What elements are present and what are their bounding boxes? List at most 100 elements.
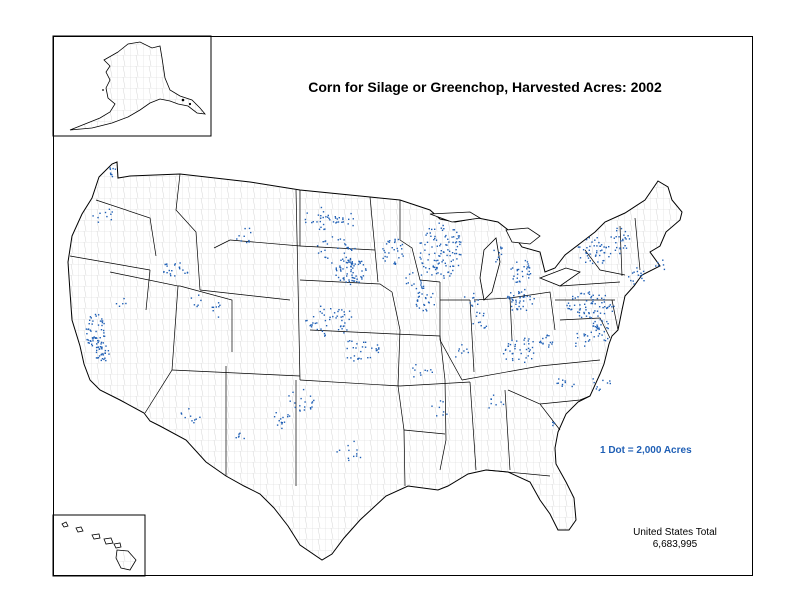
acreage-dot	[415, 287, 418, 290]
acreage-dot	[396, 247, 398, 250]
acreage-dot	[508, 296, 511, 298]
acreage-dot	[348, 280, 350, 283]
acreage-dot	[553, 422, 555, 425]
acreage-dot	[110, 213, 112, 215]
acreage-dot	[418, 307, 421, 309]
acreage-dot	[353, 360, 355, 362]
acreage-dot	[337, 329, 340, 331]
acreage-dot	[422, 262, 424, 265]
acreage-dot	[488, 407, 490, 409]
acreage-dot	[580, 316, 583, 319]
acreage-dot	[92, 338, 94, 340]
total-label: United States Total	[633, 527, 717, 538]
acreage-dot	[430, 235, 432, 237]
acreage-dot	[322, 223, 325, 226]
acreage-dot	[414, 369, 416, 371]
acreage-dot	[571, 385, 573, 388]
acreage-dot	[102, 353, 104, 355]
acreage-dot	[590, 295, 593, 298]
acreage-dot	[385, 243, 388, 245]
acreage-dot	[351, 261, 353, 264]
acreage-dot	[444, 262, 446, 264]
acreage-dot	[599, 306, 601, 308]
acreage-dot	[500, 246, 502, 248]
acreage-dot	[452, 265, 454, 267]
acreage-dot	[588, 312, 590, 315]
acreage-dot	[335, 317, 337, 319]
acreage-dot	[472, 323, 474, 325]
acreage-dot	[643, 280, 645, 282]
acreage-dot	[322, 216, 324, 219]
acreage-dot	[316, 322, 318, 324]
acreage-dot	[608, 256, 610, 258]
acreage-dot	[179, 268, 181, 270]
acreage-dot	[338, 449, 341, 451]
acreage-dot	[630, 279, 632, 282]
acreage-dot	[100, 359, 102, 362]
acreage-dot	[454, 242, 457, 244]
acreage-dot	[440, 250, 442, 252]
acreage-dot	[440, 273, 442, 275]
acreage-dot	[199, 416, 201, 418]
acreage-dot	[442, 414, 444, 416]
acreage-dot	[101, 348, 103, 350]
acreage-dot	[498, 252, 500, 254]
acreage-dot	[579, 246, 581, 248]
acreage-dot	[596, 297, 599, 300]
acreage-dot	[349, 259, 352, 261]
acreage-dot	[422, 309, 424, 312]
acreage-dot	[589, 316, 591, 318]
acreage-dot	[625, 238, 627, 240]
acreage-dot	[97, 341, 99, 344]
acreage-dot	[529, 295, 531, 298]
acreage-dot	[339, 279, 342, 281]
acreage-dot	[102, 354, 104, 356]
acreage-dot	[615, 236, 617, 238]
acreage-dot	[312, 221, 314, 223]
acreage-dot	[287, 414, 289, 416]
acreage-dot	[434, 235, 436, 238]
acreage-dot	[624, 237, 626, 239]
total-block: United States Total 6,683,995	[615, 527, 735, 551]
acreage-dot	[417, 292, 419, 294]
acreage-dot	[596, 310, 599, 312]
acreage-dot	[588, 293, 591, 295]
acreage-dot	[516, 268, 518, 271]
acreage-dot	[571, 308, 573, 310]
acreage-dot	[431, 405, 433, 407]
acreage-dot	[346, 275, 348, 277]
acreage-dot	[587, 257, 590, 259]
acreage-dot	[577, 337, 579, 339]
acreage-dot	[587, 292, 589, 294]
hawaii-inset	[52, 514, 146, 577]
acreage-dot	[561, 383, 564, 386]
acreage-dot	[432, 265, 434, 268]
acreage-dot	[606, 307, 608, 309]
acreage-dot	[579, 304, 581, 306]
acreage-dot	[590, 302, 592, 305]
acreage-dot	[515, 299, 517, 301]
acreage-dot	[193, 422, 195, 424]
acreage-dot	[339, 265, 341, 267]
acreage-dot	[342, 268, 344, 270]
acreage-dot	[347, 340, 349, 343]
acreage-dot	[632, 280, 634, 282]
acreage-dot	[99, 346, 102, 348]
acreage-dot	[522, 275, 524, 278]
acreage-dot	[97, 339, 99, 342]
acreage-dot	[524, 361, 526, 363]
acreage-dot	[518, 302, 521, 304]
acreage-dot	[531, 358, 533, 360]
acreage-dot	[394, 241, 396, 244]
acreage-dot	[316, 245, 319, 247]
acreage-dot	[596, 237, 598, 239]
acreage-dot	[455, 356, 457, 358]
acreage-dot	[341, 319, 343, 322]
acreage-dot	[96, 343, 98, 345]
acreage-dot	[123, 297, 125, 300]
acreage-dot	[426, 232, 428, 235]
acreage-dot	[448, 241, 450, 243]
acreage-dot	[303, 409, 306, 411]
acreage-dot	[95, 337, 97, 339]
acreage-dot	[323, 332, 326, 335]
